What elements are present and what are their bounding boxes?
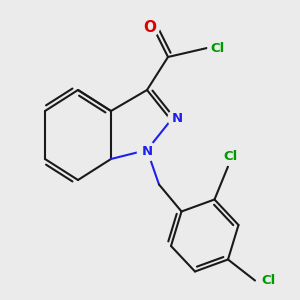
Circle shape bbox=[259, 271, 278, 290]
Circle shape bbox=[208, 38, 227, 58]
Circle shape bbox=[137, 142, 157, 161]
Text: Cl: Cl bbox=[224, 149, 238, 163]
Circle shape bbox=[140, 17, 160, 37]
Text: Cl: Cl bbox=[210, 41, 225, 55]
Circle shape bbox=[221, 146, 241, 166]
Text: N: N bbox=[141, 145, 153, 158]
Circle shape bbox=[168, 109, 187, 128]
Text: O: O bbox=[143, 20, 157, 34]
Text: Cl: Cl bbox=[261, 274, 276, 287]
Text: N: N bbox=[172, 112, 183, 125]
